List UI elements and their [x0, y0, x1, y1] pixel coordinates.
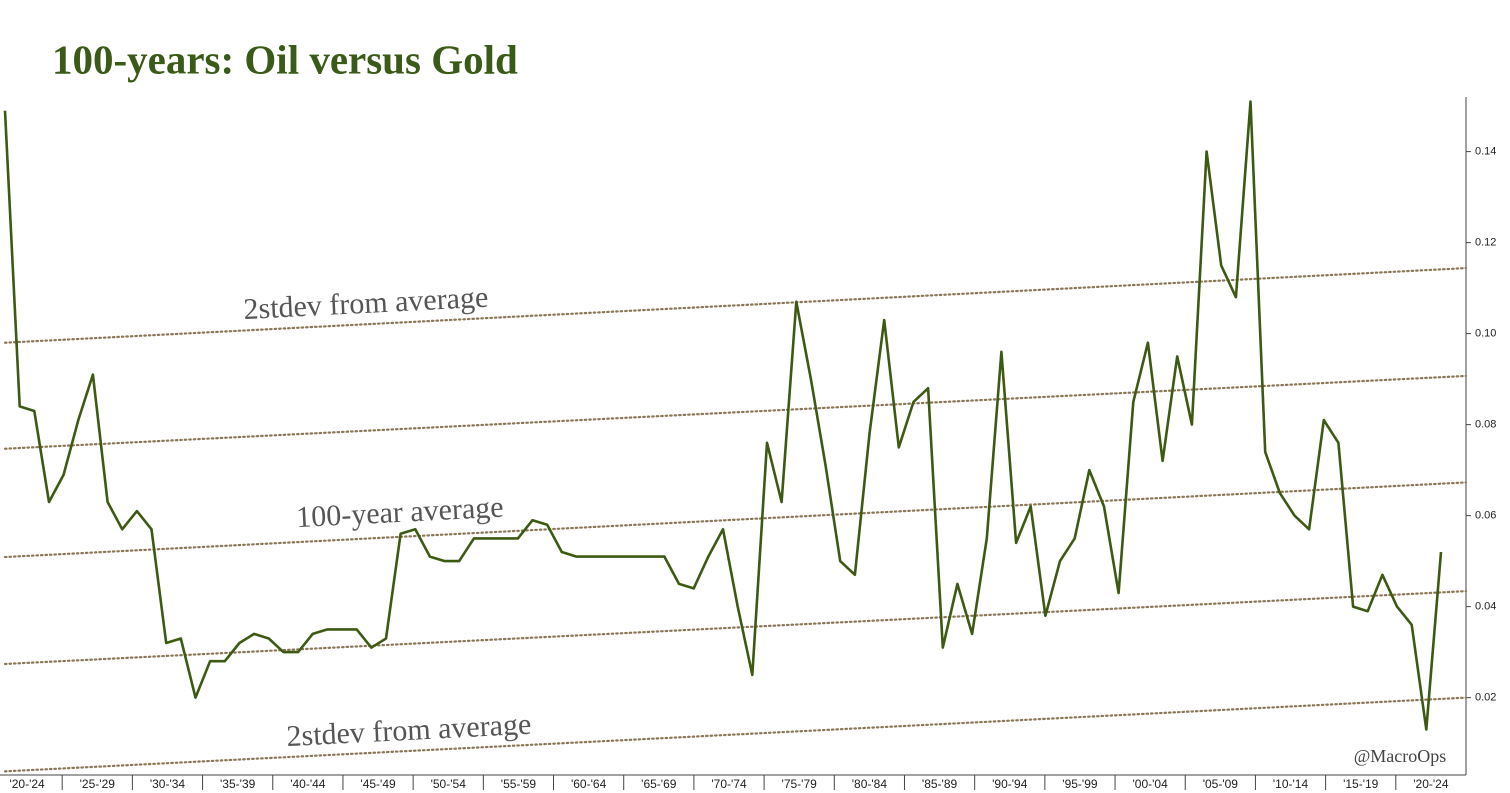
- x-tick-label: '60-'64: [571, 777, 607, 791]
- reference-line: [3, 266, 1468, 344]
- x-tick-label: '55-'59: [501, 777, 537, 791]
- x-tick-label: '25-'29: [80, 777, 116, 791]
- x-tick-label: '35-'39: [220, 777, 256, 791]
- x-tick-label: '80-'84: [852, 777, 888, 791]
- y-tick-label: 0.02: [1475, 692, 1496, 704]
- x-tick-label: '65-'69: [641, 777, 677, 791]
- x-tick-label: '05-'09: [1203, 777, 1239, 791]
- x-tick-label: '85-'89: [922, 777, 958, 791]
- data-line: [3, 100, 1443, 731]
- x-tick-label: '40-'44: [290, 777, 326, 791]
- x-tick-label: '30-'34: [150, 777, 186, 791]
- x-tick-label: '20-'24: [1413, 777, 1449, 791]
- y-tick-label: 0.08: [1475, 419, 1496, 431]
- x-tick-label: '50-'54: [431, 777, 467, 791]
- reference-line: [3, 696, 1468, 773]
- x-tick-label: '95-'99: [1062, 777, 1098, 791]
- y-tick-label: 0.10: [1475, 328, 1496, 340]
- watermark: @MacroOps: [1354, 746, 1447, 766]
- x-tick-label: '20-'24: [9, 777, 45, 791]
- y-tick-label: 0.04: [1475, 601, 1496, 613]
- x-tick-label: '70-'74: [711, 777, 747, 791]
- x-tick-label: '45-'49: [360, 777, 396, 791]
- chart-title: 100-years: Oil versus Gold: [52, 36, 518, 82]
- reference-line: [3, 481, 1468, 559]
- reference-line: [3, 374, 1468, 450]
- y-tick-label: 0.06: [1475, 510, 1496, 522]
- x-tick-label: '10-'14: [1273, 777, 1309, 791]
- x-tick-label: '75-'79: [782, 777, 818, 791]
- y-tick-label: 0.14: [1475, 146, 1496, 158]
- reference-line: [3, 590, 1468, 666]
- x-tick-label: '15-'19: [1343, 777, 1379, 791]
- x-tick-label: '90-'94: [992, 777, 1028, 791]
- y-tick-label: 0.12: [1475, 237, 1496, 249]
- x-tick-label: '00-'04: [1133, 777, 1169, 791]
